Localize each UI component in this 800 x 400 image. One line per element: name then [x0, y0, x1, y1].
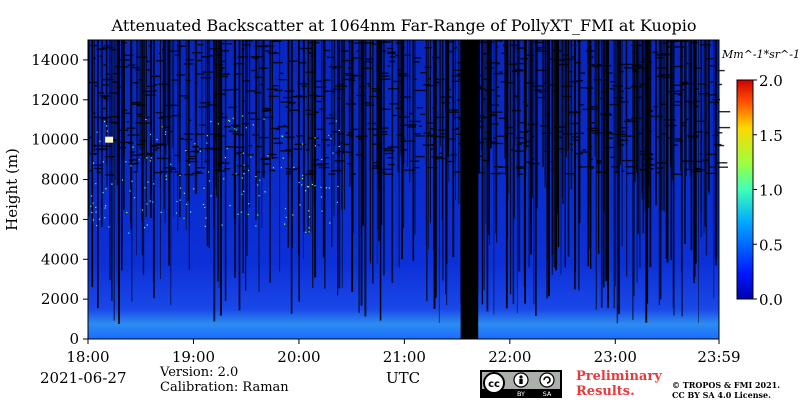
axes: 0 2000 4000 6000 8000 10000 12000 14000 18:00 19:… — [3, 39, 741, 366]
data-gap — [460, 40, 479, 339]
sa-text: SA — [543, 390, 552, 398]
bright-cloud-feature — [105, 136, 114, 143]
preliminary-line-1: Preliminary — [576, 369, 662, 384]
y-axis-label: Height (m) — [3, 148, 21, 231]
calibration-text: Calibration: Raman — [160, 380, 289, 395]
x-tick-label: 20:00 — [277, 348, 320, 366]
by-text: BY — [517, 390, 525, 398]
plot-frame — [87, 39, 720, 340]
copyright-note: © TROPOS & FMI 2021. CC BY SA 4.0 Licens… — [672, 380, 780, 400]
colorbar-tick-label: 1.5 — [759, 127, 783, 145]
y-tick-label: 14000 — [31, 51, 79, 69]
colorbar: 0.0 0.5 1.0 1.5 2.0 — [736, 72, 783, 309]
copyright-line-1: © TROPOS & FMI 2021. — [672, 380, 781, 390]
colorbar-tick-label: 0.0 — [759, 291, 783, 309]
sa-share-icon — [539, 372, 555, 388]
cc-license-badge: cc BY SA — [480, 370, 562, 398]
plot-area — [88, 40, 731, 339]
cc-icon-text: cc — [488, 379, 500, 390]
x-tick-label: 21:00 — [383, 348, 426, 366]
preliminary-line-2: Results. — [576, 384, 635, 399]
y-tick-label: 4000 — [41, 250, 79, 268]
chart-title: Attenuated Backscatter at 1064nm Far-Ran… — [111, 16, 697, 35]
version-text: Version: 2.0 — [160, 365, 239, 380]
heatmap-texture — [88, 40, 731, 324]
x-tick-label: 22:00 — [488, 348, 531, 366]
y-tick-label: 2000 — [41, 290, 79, 308]
x-tick-label: 23:59 — [697, 348, 740, 366]
y-tick-label: 10000 — [31, 131, 79, 149]
y-tick-label: 6000 — [41, 210, 79, 228]
x-axis-label: UTC — [386, 369, 421, 387]
colorbar-unit-label: Mm^-1*sr^-1 — [722, 48, 800, 61]
x-tick-label: 18:00 — [66, 348, 109, 366]
footer-date: 2021-06-27 — [40, 369, 127, 387]
cc-icon — [483, 372, 505, 394]
x-tick-label: 23:00 — [594, 348, 637, 366]
copyright-line-2: CC BY SA 4.0 License. — [672, 390, 771, 400]
preliminary-note: Preliminary Results. — [576, 369, 662, 399]
colorbar-gradient — [736, 79, 754, 300]
colorbar-units: Mm^-1*sr^-1 — [722, 48, 800, 61]
footer-meta: Version: 2.0 Calibration: Raman — [160, 365, 289, 395]
colorbar-tick-label: 2.0 — [759, 72, 783, 90]
colorbar-tick-label: 0.5 — [759, 236, 783, 254]
colorbar-tick-label: 1.0 — [759, 182, 783, 200]
y-tick-label: 0 — [69, 330, 79, 348]
y-tick-label: 12000 — [31, 91, 79, 109]
y-tick-label: 8000 — [41, 171, 79, 189]
x-tick-label: 19:00 — [172, 348, 215, 366]
